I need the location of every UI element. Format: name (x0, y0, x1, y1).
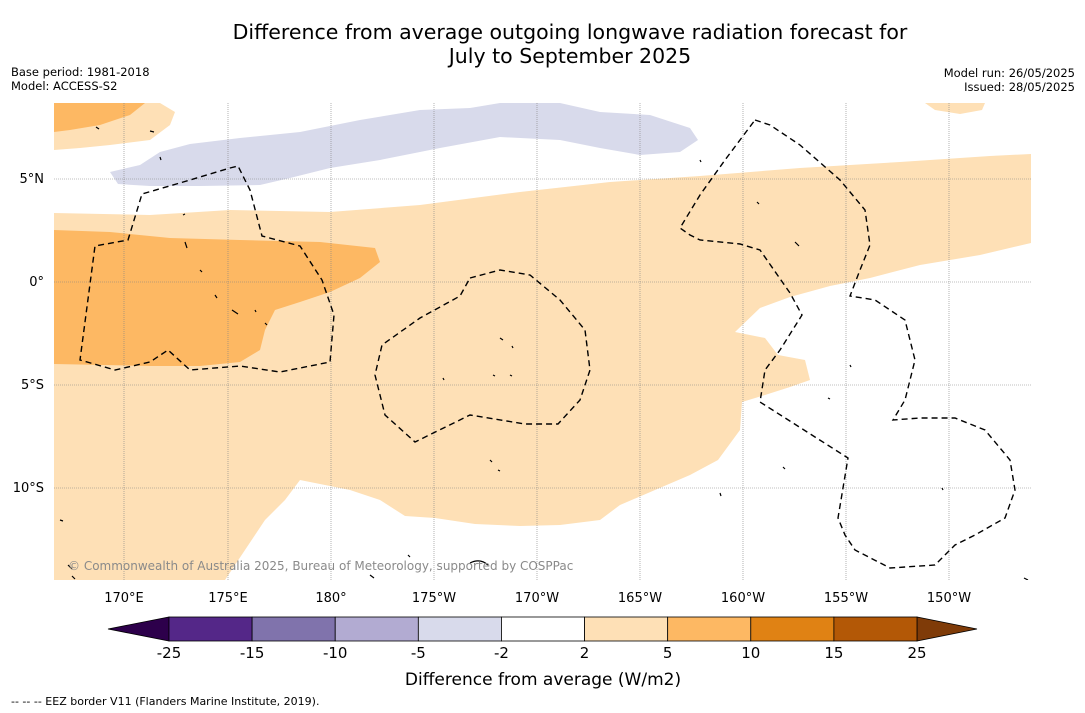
anomaly-region-light-orange-ne (925, 103, 985, 114)
colorbar-tick-label: -15 (240, 644, 265, 662)
lat-label: 0° (29, 275, 44, 290)
colorbar-bin (750, 616, 835, 642)
lat-label: 10°S (13, 481, 44, 496)
lon-label: 175°W (412, 591, 456, 606)
lon-label: 155°W (824, 591, 868, 606)
lon-label: 175°E (208, 591, 248, 606)
run-info: Model run: 26/05/2025 Issued: 28/05/2025 (944, 66, 1075, 94)
issued-date: Issued: 28/05/2025 (964, 80, 1075, 94)
colorbar-tick-label: 25 (907, 644, 926, 662)
lat-label: 5°S (21, 378, 44, 393)
map-area: © Commonwealth of Australia 2025, Bureau… (54, 103, 1031, 580)
lon-label: 170°E (104, 591, 144, 606)
lon-label: 170°W (515, 591, 559, 606)
lon-label: 150°W (927, 591, 971, 606)
base-info: Base period: 1981-2018 Model: ACCESS-S2 (11, 65, 150, 93)
lat-label: 5°N (20, 172, 45, 187)
title-line-2: July to September 2025 (448, 44, 692, 68)
colorbar-bin (334, 616, 419, 642)
anomaly-region-orange-nw (54, 103, 145, 132)
colorbar-bin (501, 616, 585, 642)
colorbar-tick-label: -5 (411, 644, 426, 662)
colorbar-bin (251, 616, 336, 642)
colorbar-tick-label: 2 (580, 644, 590, 662)
colorbar-tick-label: 10 (741, 644, 760, 662)
base-period: Base period: 1981-2018 (11, 65, 150, 79)
colorbar-bin (168, 616, 253, 642)
lon-label: 180° (315, 591, 346, 606)
lon-label: 165°W (618, 591, 662, 606)
colorbar-title: Difference from average (W/m2) (405, 670, 681, 690)
colorbar-extend-low (107, 616, 170, 642)
colorbar-bin (833, 616, 918, 642)
model-name: Model: ACCESS-S2 (11, 79, 118, 93)
colorbar-bin (584, 616, 669, 642)
longitude-labels: 170°E 175°E 180° 175°W 170°W 165°W 160°W… (104, 591, 971, 606)
graticule (54, 103, 1031, 580)
colorbar-tick-label: 15 (824, 644, 843, 662)
colorbar: -25 -15 -10 -5 -2 2 5 10 15 25 Difference from av… (107, 616, 978, 690)
model-run: Model run: 26/05/2025 (943, 66, 1075, 80)
colorbar-tick-label: 5 (663, 644, 673, 662)
title-line-1: Difference from average outgoing longwav… (232, 20, 908, 44)
map-title: Difference from average outgoing longwav… (0, 20, 1085, 68)
islands (59, 126, 1029, 580)
colorbar-bin (667, 616, 752, 642)
colorbar-tick-label: -2 (494, 644, 509, 662)
colorbar-tick-label: -25 (157, 644, 182, 662)
colorbar-bin (417, 616, 502, 642)
anomaly-region-light-purple (110, 103, 698, 186)
lon-label: 160°W (721, 591, 765, 606)
eez-footnote: -- -- -- EEZ border V11 (Flanders Marine… (11, 695, 320, 708)
latitude-labels: 5°N 0° 5°S 10°S (13, 172, 44, 496)
map-credit: © Commonwealth of Australia 2025, Bureau… (68, 559, 573, 573)
eez-borders (79, 119, 1016, 569)
colorbar-extend-high (916, 616, 978, 642)
colorbar-tick-label: -10 (323, 644, 348, 662)
